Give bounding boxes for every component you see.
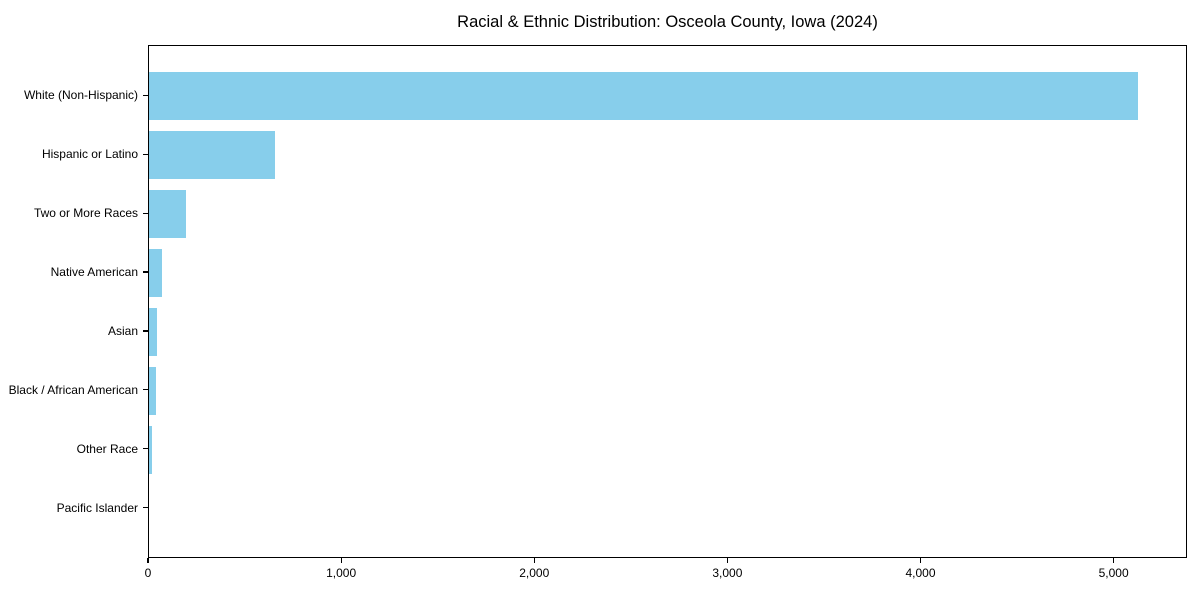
bar-two-or-more-races bbox=[149, 190, 186, 239]
y-tick-label: Native American bbox=[50, 265, 138, 280]
y-tick-label: Pacific Islander bbox=[56, 500, 138, 515]
x-tick-mark bbox=[1113, 558, 1115, 563]
x-tick-label: 0 bbox=[144, 566, 152, 580]
y-tick-mark bbox=[143, 212, 148, 214]
y-tick-label: Hispanic or Latino bbox=[41, 147, 138, 162]
y-tick-label: Black / African American bbox=[8, 382, 138, 397]
x-tick-mark bbox=[340, 558, 342, 563]
x-tick-label: 2,000 bbox=[519, 566, 550, 580]
x-tick-mark bbox=[147, 558, 149, 563]
x-tick-mark bbox=[726, 558, 728, 563]
bar-asian bbox=[149, 307, 157, 356]
y-tick-label: Other Race bbox=[76, 441, 138, 456]
y-tick-mark bbox=[143, 506, 148, 509]
chart-title: Racial & Ethnic Distribution: Osceola Co… bbox=[457, 13, 878, 31]
bar-black-african-american bbox=[149, 366, 156, 415]
x-tick-mark bbox=[919, 558, 922, 563]
bar-white-non-hispanic bbox=[149, 72, 1138, 121]
y-tick-mark bbox=[143, 94, 148, 97]
y-tick-label: Asian bbox=[107, 323, 138, 338]
x-tick-mark bbox=[533, 558, 535, 563]
bar-other-race bbox=[149, 425, 152, 474]
y-tick-mark bbox=[143, 330, 148, 332]
y-tick-mark bbox=[143, 271, 148, 273]
bar-native-american bbox=[149, 249, 162, 298]
y-tick-mark bbox=[143, 153, 148, 155]
y-tick-label: White (Non-Hispanic) bbox=[23, 88, 138, 103]
x-tick-label: 4,000 bbox=[905, 566, 936, 580]
y-tick-mark bbox=[143, 389, 148, 391]
y-tick-mark bbox=[143, 448, 148, 450]
x-tick-label: 1,000 bbox=[326, 566, 357, 580]
x-tick-label: 3,000 bbox=[712, 566, 743, 580]
x-tick-label: 5,000 bbox=[1098, 566, 1129, 580]
y-tick-label: Two or More Races bbox=[33, 206, 138, 221]
bar-hispanic-or-latino bbox=[149, 131, 275, 180]
plot-area bbox=[148, 45, 1187, 558]
